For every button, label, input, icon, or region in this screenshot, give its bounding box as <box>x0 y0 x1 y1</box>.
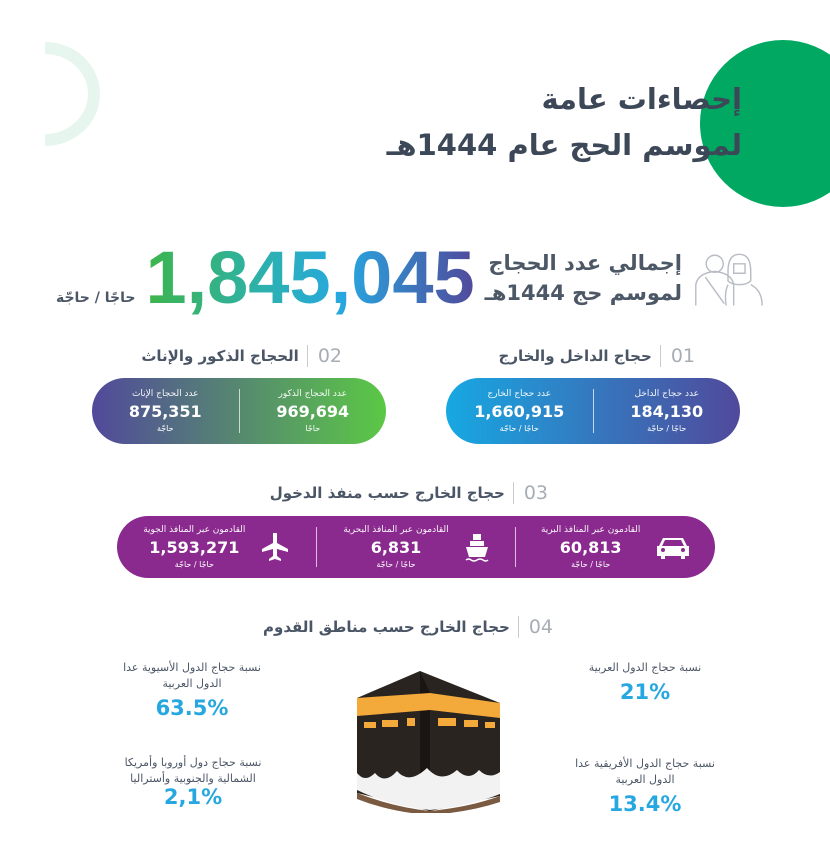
stat-value: 13.4% <box>608 792 682 816</box>
stat-label: نسبة حجاج الدول الأفريقية عدا الدول العر… <box>575 757 715 786</box>
total-label: إجمالي عدد الحجاج لموسم حج 1444هـ <box>485 248 682 308</box>
stat-value: 1,660,915 <box>474 402 565 421</box>
stat-label: عدد حجاج الداخل <box>634 389 700 399</box>
male-female-pill: عدد الحجاج الذكور 969,694 حاجًا عدد الحجاج… <box>92 378 386 444</box>
page-title-line2: لموسم الحج عام 1444هـ <box>386 128 742 162</box>
stat-value: 875,351 <box>128 402 202 421</box>
airplane-icon <box>262 533 289 561</box>
divider <box>592 389 594 433</box>
stat-value: 6,831 <box>370 538 422 557</box>
ship-icon <box>465 534 489 562</box>
total-pilgrims-value: 1,845,045 <box>145 236 475 319</box>
stat-label: عدد الحجاج الذكور <box>278 389 347 399</box>
west-countries-stat: نسبة حجاج دول أوروبا وأمريكا الشمالية وا… <box>105 755 281 809</box>
stat-value: 21% <box>619 680 671 704</box>
stat-value: 63.5% <box>155 696 229 720</box>
section-number: 03 <box>512 482 548 504</box>
arab-countries-stat: نسبة حجاج الدول العربية 21% <box>570 660 720 704</box>
kaaba-illustration <box>357 671 500 813</box>
section-02-heading: 02 الحجاج الذكور والإناث <box>141 345 342 367</box>
stat-unit: حاجًا / حاجّة <box>174 560 214 569</box>
section-title: حجاج الخارج حسب مناطق القدوم <box>263 618 510 636</box>
stat-label: القادمون عبر المنافذ البرية <box>540 525 641 535</box>
section-title: حجاج الخارج حسب منفذ الدخول <box>269 484 505 502</box>
african-countries-stat: نسبة حجاج الدول الأفريقية عدا الدول العر… <box>565 756 725 816</box>
pilgrims-icon <box>695 253 763 306</box>
stat-unit: حاجًا <box>305 424 321 433</box>
domestic-foreign-pill: عدد حجاج الداخل 184,130 حاجًا / حاجّة عدد … <box>446 378 740 444</box>
male-stat: عدد الحجاج الذكور 969,694 حاجًا <box>240 378 387 444</box>
decorative-ring <box>45 42 100 146</box>
car-icon <box>657 538 690 559</box>
section-number: 04 <box>517 616 553 638</box>
sea-ports-stat: القادمون عبر المنافذ البحرية 6,831 حاجًا /… <box>317 516 516 578</box>
section-title: الحجاج الذكور والإناث <box>141 347 299 365</box>
stat-label: عدد حجاج الخارج <box>487 389 552 399</box>
page-title-line1: إحصاءات عامة <box>541 82 742 116</box>
stat-unit: حاجّة <box>156 424 174 433</box>
total-row: إجمالي عدد الحجاج لموسم حج 1444هـ 1,845,… <box>20 236 764 320</box>
divider <box>515 526 517 568</box>
stat-label: نسبة حجاج الدول الأسيوية عدا الدول العرب… <box>123 661 261 690</box>
section-title: حجاج الداخل والخارج <box>498 347 652 365</box>
stat-unit: حاجًا / حاجّة <box>647 424 687 433</box>
stat-unit: حاجًا / حاجّة <box>376 560 416 569</box>
land-ports-stat: القادمون عبر المنافذ البرية 60,813 حاجًا /… <box>516 516 715 578</box>
domestic-stat: عدد حجاج الداخل 184,130 حاجًا / حاجّة <box>594 378 741 444</box>
decorative-green-shape <box>700 40 830 207</box>
stat-value: 60,813 <box>559 538 622 557</box>
air-ports-stat: القادمون عبر المنافذ الجوية 1,593,271 حاجً… <box>117 516 316 578</box>
female-stat: عدد الحجاج الإناث 875,351 حاجّة <box>92 378 239 444</box>
stat-unit: حاجًا / حاجّة <box>499 424 539 433</box>
section-04-heading: 04 حجاج الخارج حسب مناطق القدوم <box>263 616 553 638</box>
foreign-stat: عدد حجاج الخارج 1,660,915 حاجًا / حاجّة <box>446 378 593 444</box>
stat-label: عدد الحجاج الإناث <box>131 389 199 399</box>
stat-label: القادمون عبر المنافذ الجوية <box>143 525 246 535</box>
stat-value: 2,1% <box>163 785 223 809</box>
section-03-heading: 03 حجاج الخارج حسب منفذ الدخول <box>270 482 548 504</box>
stat-unit: حاجًا / حاجّة <box>571 560 611 569</box>
stat-value: 184,130 <box>630 402 704 421</box>
asian-countries-stat: نسبة حجاج الدول الأسيوية عدا الدول العرب… <box>112 660 272 720</box>
stat-label: القادمون عبر المنافذ البحرية <box>343 525 449 535</box>
section-01-heading: 01 حجاج الداخل والخارج <box>499 345 695 367</box>
stat-value: 1,593,271 <box>149 538 240 557</box>
stat-label: نسبة حجاج دول أوروبا وأمريكا الشمالية وا… <box>124 756 262 785</box>
divider <box>315 526 317 568</box>
section-number: 02 <box>306 345 342 367</box>
total-unit: حاجًا / حاجّة <box>55 290 136 306</box>
total-label-line2: لموسم حج 1444هـ <box>484 281 682 305</box>
divider <box>238 389 240 433</box>
section-number: 01 <box>659 345 695 367</box>
stat-label: نسبة حجاج الدول العربية <box>588 661 702 674</box>
entry-ports-pill: القادمون عبر المنافذ البرية 60,813 حاجًا /… <box>117 516 715 578</box>
total-label-line1: إجمالي عدد الحجاج <box>488 251 682 275</box>
stat-value: 969,694 <box>276 402 350 421</box>
